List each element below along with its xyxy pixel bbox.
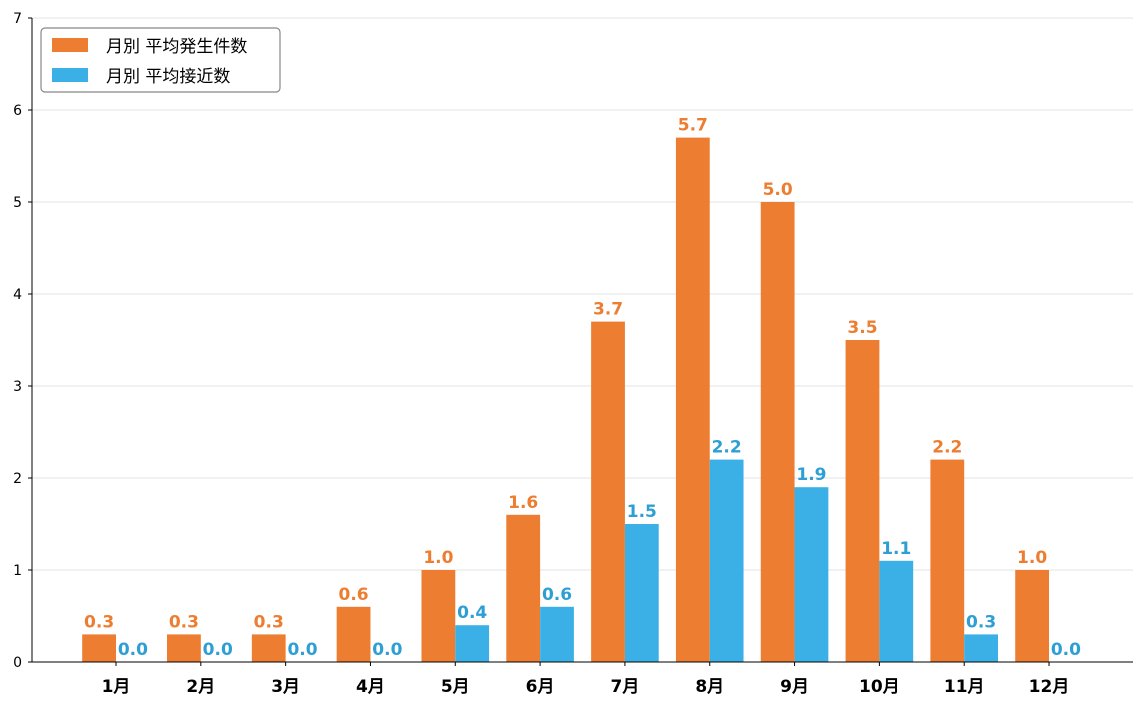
x-tick-label: 8月	[695, 677, 724, 697]
bar-series-1	[251, 634, 286, 662]
y-tick-label: 3	[13, 379, 22, 395]
data-label-series-2: 1.5	[627, 502, 657, 522]
bar-series-1	[591, 321, 625, 662]
data-label-series-1: 3.5	[847, 318, 877, 338]
bar-series-2	[794, 487, 829, 662]
bar-series-1	[506, 514, 541, 662]
bars	[82, 137, 1050, 663]
x-tick-label: 11月	[944, 677, 985, 697]
bar-series-2	[540, 606, 574, 662]
data-label-series-2: 0.0	[287, 640, 317, 660]
data-label-series-1: 3.7	[593, 300, 623, 320]
data-label-series-1: 0.3	[169, 612, 199, 632]
x-tick-label: 2月	[186, 677, 215, 697]
data-label-series-2: 0.3	[966, 612, 996, 632]
data-label-series-2: 0.4	[457, 603, 487, 623]
bar-series-1	[845, 340, 880, 662]
bar-series-1	[675, 137, 710, 663]
y-tick-label: 0	[13, 655, 22, 671]
x-tick-label: 6月	[526, 677, 555, 697]
data-label-series-2: 1.9	[796, 465, 826, 485]
data-label-series-2: 0.0	[203, 640, 233, 660]
x-tick-label: 9月	[780, 677, 809, 697]
data-label-series-1: 0.3	[254, 612, 284, 632]
data-label-series-1: 1.6	[508, 493, 538, 513]
data-label-series-2: 0.0	[118, 640, 148, 660]
x-tick-label: 1月	[102, 677, 131, 697]
y-tick-label: 7	[13, 11, 22, 27]
y-tick-label: 2	[13, 471, 22, 487]
data-label-series-1: 5.7	[678, 116, 708, 136]
data-label-series-1: 0.3	[84, 612, 114, 632]
bar-series-1	[82, 634, 116, 662]
x-tick-label: 3月	[271, 677, 300, 697]
bar-series-1	[336, 606, 371, 662]
legend-box	[40, 27, 281, 93]
data-label-series-2: 2.2	[712, 438, 742, 458]
data-label-series-2: 0.0	[1051, 640, 1081, 660]
data-label-series-2: 0.6	[542, 585, 572, 605]
bar-series-2	[455, 625, 490, 662]
data-label-series-1: 2.2	[932, 438, 962, 458]
data-label-series-1: 0.6	[338, 585, 368, 605]
y-tick-label: 4	[13, 287, 22, 303]
legend-label-series-1: 月別 平均発生件数	[106, 37, 247, 57]
data-labels: 0.30.00.30.00.30.00.60.01.00.41.60.63.71…	[84, 116, 1081, 660]
x-tick-label: 5月	[441, 677, 470, 697]
data-label-series-1: 1.0	[1017, 548, 1047, 568]
data-label-series-1: 5.0	[763, 180, 793, 200]
grid-lines	[32, 17, 1133, 571]
bar-series-1	[930, 459, 965, 662]
bar-series-1	[167, 634, 201, 662]
bar-series-1	[1015, 570, 1050, 662]
x-tick-label: 12月	[1029, 677, 1070, 697]
legend-label-series-2: 月別 平均接近数	[106, 67, 230, 87]
x-tick-label: 4月	[356, 677, 385, 697]
bar-series-2	[879, 560, 914, 662]
legend-swatch-series-2	[52, 68, 88, 82]
axes: 0 1 2 3 4 5 6 7 1月 2月 3月 4月 5月 6月 7月 8月 9月 10月 11月 12月	[13, 11, 1133, 697]
bar-series-1	[760, 202, 795, 662]
legend: 月別 平均発生件数 月別 平均接近数	[40, 27, 281, 93]
y-tick-label: 6	[13, 103, 22, 119]
legend-swatch-series-1	[52, 38, 88, 52]
data-label-series-2: 0.0	[372, 640, 402, 660]
bar-series-1	[421, 570, 456, 662]
data-label-series-1: 1.0	[423, 548, 453, 568]
y-tick-label: 5	[13, 195, 22, 211]
bar-series-2	[709, 459, 744, 662]
x-tick-label: 10月	[859, 677, 900, 697]
data-label-series-2: 1.1	[881, 539, 911, 559]
y-tick-label: 1	[13, 563, 22, 579]
x-tick-label: 7月	[610, 677, 639, 697]
bar-series-2	[624, 524, 659, 662]
bar-series-2	[964, 634, 998, 662]
